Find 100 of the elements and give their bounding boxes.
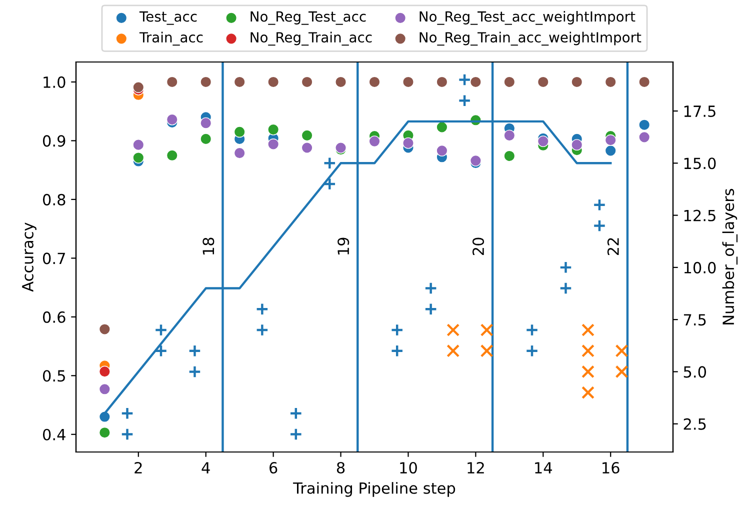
annotation: 20 [472,238,484,256]
point [132,139,144,151]
point [504,150,516,162]
point [166,150,178,162]
point [604,76,616,88]
x-tick-label: 8 [336,462,345,474]
point [98,324,110,335]
point [458,94,472,108]
point [615,344,628,358]
point [424,282,438,295]
point [323,156,336,170]
point [368,136,380,148]
x-axis-title: Training Pipeline step [293,482,456,497]
point [98,366,110,378]
point [301,76,313,88]
point [301,130,313,142]
y-tick-label: 0.9 [42,135,66,147]
point [132,82,144,93]
x-tick-label: 6 [270,462,278,474]
point [604,144,616,156]
y2-tick-label: 7.5 [684,314,706,326]
point [132,152,144,164]
point [200,76,212,88]
point [480,324,494,336]
point [166,76,178,88]
point [323,178,336,190]
point [301,142,313,154]
x-tick-label: 2 [134,462,142,474]
point [154,324,168,336]
legend-label: Test_acc [139,11,197,25]
point [638,119,650,131]
point [390,324,404,336]
y2-tick-label: 17.5 [684,106,716,118]
point [289,406,302,420]
point [200,133,212,145]
point [98,426,110,438]
point [638,131,650,143]
point [504,130,516,142]
point [592,219,606,232]
point [402,137,414,149]
x-tick-label: 4 [202,462,210,474]
x-tick-label: 10 [400,462,417,474]
y-tick-label: 0.7 [42,252,65,264]
y-tick-label: 1.0 [44,76,66,88]
y-tick-label: 0.8 [42,194,66,206]
point [571,139,583,151]
point [188,344,202,358]
y2-tick-label: 2.5 [684,418,706,430]
point [188,365,202,378]
point [200,117,212,129]
point [166,114,178,126]
y-tick-label: 0.4 [42,428,66,440]
point [604,134,616,146]
point [615,365,628,378]
legend-label: No_Reg_Test_acc_weightImport [420,11,636,25]
legend-label: Train_acc [139,32,203,46]
point [120,428,134,441]
point [582,324,594,336]
point [526,344,539,358]
point [582,386,594,400]
y2-axis-title: Number_of_layers [722,188,738,324]
annotation: 22 [607,238,619,256]
x-tick-label: 12 [468,462,484,474]
point [120,406,134,420]
y-tick-label: 0.5 [42,370,65,382]
point [537,76,549,88]
point [402,76,414,88]
legend-label: No_Reg_Train_acc_weightImport [420,32,642,46]
point [470,154,482,166]
point [559,282,572,295]
point [98,411,110,422]
x-tick-label: 16 [602,462,620,474]
annotation: 19 [338,238,350,254]
point [559,260,572,274]
point [504,76,516,88]
point [592,198,606,212]
point [268,124,280,136]
point [436,76,448,88]
point [289,428,302,441]
point [154,344,168,358]
point [424,302,438,316]
point [446,324,460,336]
point [436,144,448,156]
y-axis-title: Accuracy [22,222,36,292]
point [458,73,472,86]
point [98,383,110,395]
y-tick-label: 0.6 [42,311,66,323]
legend-label: No_Reg_Train_acc [250,32,372,46]
point [268,138,280,150]
point [390,344,404,358]
legend-label: No_Reg_Test_acc [250,11,366,25]
x-tick-label: 14 [535,462,552,474]
point [268,76,280,88]
point [256,324,269,336]
point [638,76,650,88]
point [582,365,594,378]
point [480,344,494,358]
point [571,76,583,88]
y2-tick-label: 15.0 [684,158,716,170]
y2-tick-label: 5.0 [684,366,706,378]
